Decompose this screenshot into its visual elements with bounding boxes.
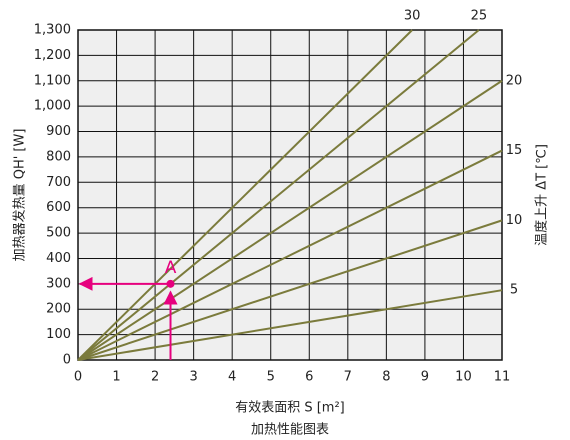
y-tick-label: 1,200: [34, 48, 71, 63]
x-tick-label: 4: [228, 370, 236, 385]
x-tick-label: 8: [382, 370, 390, 385]
series-line: [77, 149, 503, 361]
y-tick-label: 900: [46, 124, 71, 139]
x-tick-label: 9: [421, 370, 429, 385]
series-label: 5: [510, 283, 518, 298]
y2-axis-label: 温度上升 ΔT [℃]: [534, 144, 550, 246]
annotation-point: [166, 279, 175, 288]
y-tick-label: 100: [46, 327, 71, 342]
series-label: 15: [506, 143, 523, 158]
y-tick-label: 300: [46, 276, 71, 291]
x-tick-label: 2: [151, 370, 159, 385]
x-tick-label: 5: [267, 370, 275, 385]
x-axis-label: 有效表面积 S [m²]: [235, 401, 345, 416]
x-tick-label: 1: [112, 370, 120, 385]
y-tick-label: 0: [63, 353, 71, 368]
plot-area: [78, 30, 502, 360]
x-tick-label: 10: [455, 370, 472, 385]
y-tick-label: 1,100: [34, 73, 71, 88]
series-line: [77, 29, 480, 361]
series-label: 30: [404, 9, 421, 24]
y-tick-label: 400: [46, 251, 71, 266]
series-line: [77, 219, 503, 361]
y-tick-label: 600: [46, 200, 71, 215]
series-line: [77, 29, 413, 361]
series-line: [77, 289, 503, 361]
x-tick-label: 6: [305, 370, 313, 385]
series-line: [77, 79, 503, 361]
y-tick-label: 800: [46, 149, 71, 164]
y-tick-label: 200: [46, 302, 71, 317]
y-tick-label: 1,000: [34, 99, 71, 114]
y-axis-label: 加热器发热量 QH' [W]: [12, 129, 28, 262]
annotation-label: A: [165, 258, 177, 278]
x-tick-label: 0: [74, 370, 82, 385]
x-tick-label: 7: [344, 370, 352, 385]
y-tick-label: 1,300: [34, 23, 71, 38]
series-label: 10: [506, 213, 523, 228]
caption: 加热性能图表: [251, 423, 329, 438]
x-tick-label: 3: [189, 370, 197, 385]
y-tick-label: 700: [46, 175, 71, 190]
x-tick-label: 11: [494, 370, 511, 385]
series-label: 20: [506, 73, 523, 88]
plot-frame: [77, 29, 503, 361]
y-tick-label: 500: [46, 226, 71, 241]
series-label: 25: [471, 9, 488, 24]
